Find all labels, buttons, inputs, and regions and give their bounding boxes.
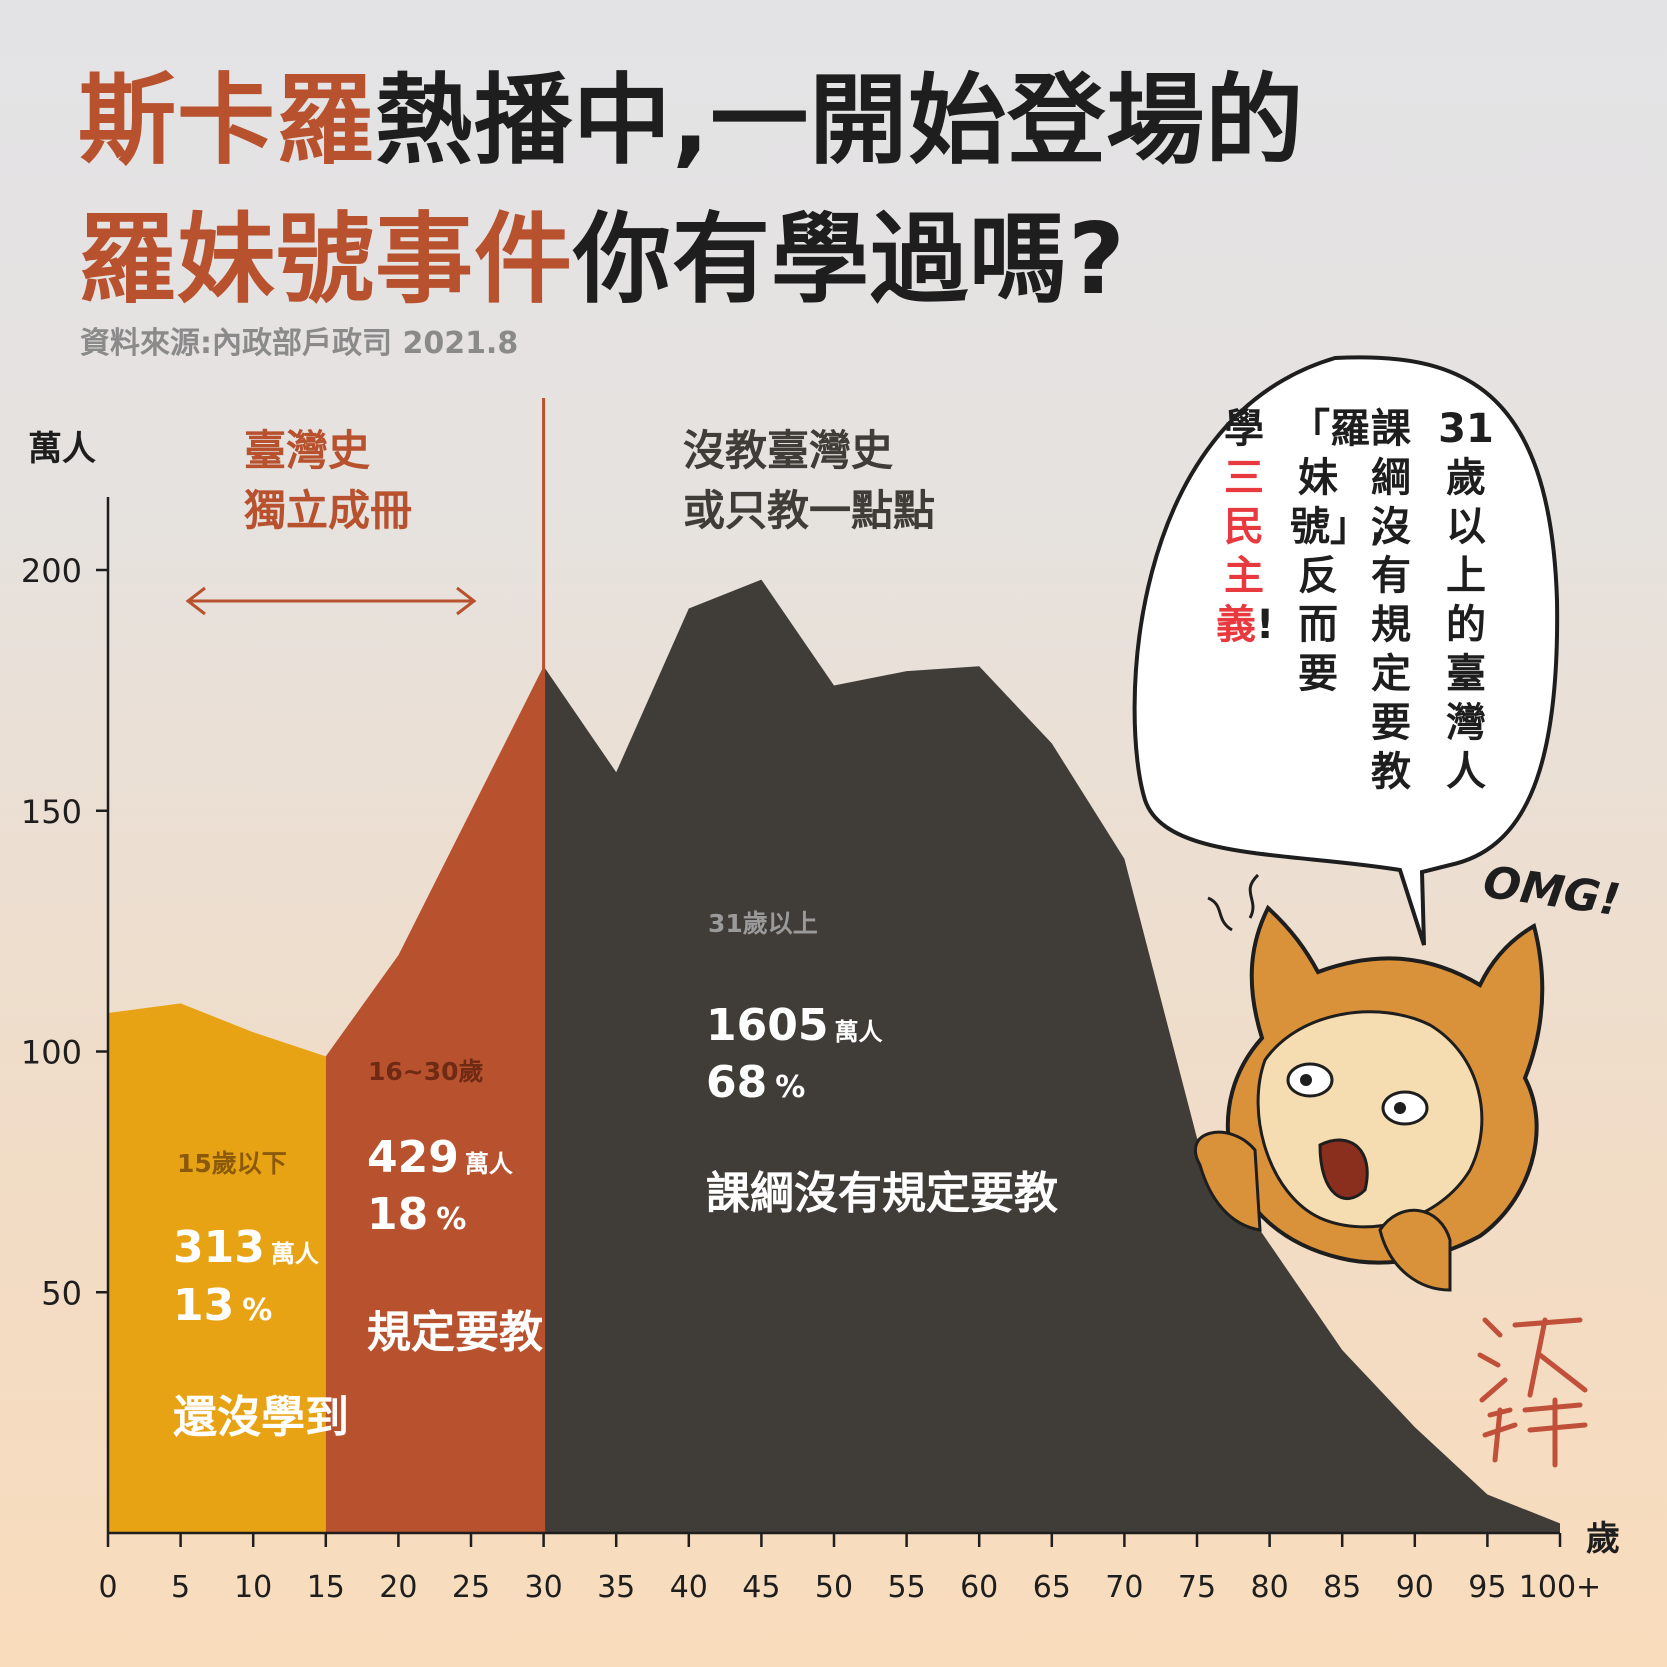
annotation-left-1: 臺灣史 xyxy=(244,426,370,475)
bubble-column-4: 學三民主義! xyxy=(1216,405,1275,650)
seg1-count-line: 429 萬人 xyxy=(367,1132,513,1183)
x-tick-label-11: 55 xyxy=(888,1570,926,1605)
title-highlight-scaro: 斯卡羅 xyxy=(78,64,376,178)
title-rest-2: 你有學過嗎? xyxy=(573,203,1126,317)
cat-hood-mascot-icon xyxy=(1193,873,1545,1292)
seg1-pct-unit: % xyxy=(436,1202,466,1237)
y-tick-label-100: 100 xyxy=(21,1034,82,1072)
y-tick-label-150: 150 xyxy=(21,793,82,831)
x-tick-label-4: 20 xyxy=(379,1570,417,1605)
annotation-right-1: 沒教臺灣史 xyxy=(683,426,893,475)
area-segment-0 xyxy=(108,1003,326,1533)
seg2-label: 31歲以上 xyxy=(708,909,818,938)
seg2-unit: 萬人 xyxy=(834,1018,882,1046)
x-tick-label-6: 30 xyxy=(525,1570,563,1605)
x-tick-label-18: 90 xyxy=(1396,1570,1434,1605)
y-ticks: 50 100 150 200 xyxy=(21,552,108,1312)
seg1-label: 16~30歲 xyxy=(368,1057,484,1086)
x-tick-label-5: 25 xyxy=(452,1570,490,1605)
range-arrow xyxy=(185,586,477,616)
seg1-pct-line: 18% xyxy=(367,1189,466,1240)
area-segment-2 xyxy=(543,579,1560,1533)
seg0-pct-unit: % xyxy=(242,1293,272,1328)
area-segment-1 xyxy=(325,666,544,1533)
data-source: 資料來源:內政部戶政司 2021.8 xyxy=(80,326,519,361)
chart-areas xyxy=(108,579,1560,1533)
seg2-count-line: 1605 萬人 xyxy=(706,1000,882,1051)
y-axis-label: 萬人 xyxy=(28,429,96,469)
seg2-pct-line: 68% xyxy=(706,1057,805,1108)
seg2-pct: 68 xyxy=(706,1057,767,1108)
x-tick-label-12: 60 xyxy=(960,1570,998,1605)
x-tick-label-13: 65 xyxy=(1033,1570,1071,1605)
seg1-pct: 18 xyxy=(367,1189,428,1240)
woocao-signature-logo xyxy=(1477,1317,1588,1468)
x-tick-label-17: 85 xyxy=(1323,1570,1361,1605)
x-tick-label-16: 80 xyxy=(1251,1570,1289,1605)
speech-bubble xyxy=(1132,355,1560,946)
seg2-note: 課綱沒有規定要教 xyxy=(706,1168,1058,1219)
bubble-text-three-principles: 三民主義 xyxy=(1216,455,1264,648)
bubble-column-3: 「羅妹號」,反而要 xyxy=(1290,406,1386,697)
x-tick-label-14: 70 xyxy=(1105,1570,1143,1605)
x-axis-label: 歲 xyxy=(1586,1519,1620,1559)
x-tick-label-15: 75 xyxy=(1178,1570,1216,1605)
x-ticks: 0 5 10 15 20 25 30 35 40 45 50 55 60 65 70 75 80 85 90 95 10… xyxy=(98,1533,1601,1605)
x-tick-label-10: 50 xyxy=(815,1570,853,1605)
seg1-unit: 萬人 xyxy=(465,1150,513,1178)
x-tick-label-0: 0 xyxy=(98,1570,117,1605)
seg0-label: 15歲以下 xyxy=(177,1149,287,1178)
y-tick-label-50: 50 xyxy=(41,1274,82,1312)
page-title-line-2: 羅妹號事件你有學過嗎? xyxy=(78,205,1126,315)
y-tick-label-200: 200 xyxy=(21,552,82,590)
x-tick-label-2: 10 xyxy=(234,1570,272,1605)
seg0-pct-line: 13% xyxy=(173,1280,272,1331)
bubble-text-study: 學 xyxy=(1224,406,1264,452)
seg0-count-line: 313 萬人 xyxy=(173,1222,319,1273)
x-tick-label-20: 100+ xyxy=(1519,1570,1601,1605)
x-tick-label-1: 5 xyxy=(171,1570,190,1605)
x-tick-label-3: 15 xyxy=(307,1570,345,1605)
seg2-pct-unit: % xyxy=(775,1070,805,1105)
x-tick-label-7: 35 xyxy=(597,1570,635,1605)
seg0-count: 313 xyxy=(173,1222,265,1273)
title-rest-1: 熱播中,一開始登場的 xyxy=(375,64,1305,178)
title-highlight-rover: 羅妹號事件 xyxy=(78,203,574,317)
bubble-text-exclaim: ! xyxy=(1256,602,1275,648)
x-tick-label-19: 95 xyxy=(1468,1570,1506,1605)
seg0-unit: 萬人 xyxy=(271,1240,319,1268)
seg0-note: 還沒學到 xyxy=(173,1392,349,1443)
annotation-right-2: 或只教一點點 xyxy=(683,486,935,535)
seg1-count: 429 xyxy=(367,1132,459,1183)
bubble-column-1: 31歲以上的臺灣人 xyxy=(1438,406,1494,795)
seg1-note: 規定要教 xyxy=(367,1307,543,1358)
x-tick-label-9: 45 xyxy=(742,1570,780,1605)
seg0-pct: 13 xyxy=(173,1280,234,1331)
x-tick-label-8: 40 xyxy=(670,1570,708,1605)
annotation-left-2: 獨立成冊 xyxy=(244,486,412,535)
page-title-line-1: 斯卡羅熱播中,一開始登場的 xyxy=(78,66,1304,176)
seg2-count: 1605 xyxy=(706,1000,828,1051)
bubble-column-2: 課綱沒有規定要教 xyxy=(1371,406,1411,795)
